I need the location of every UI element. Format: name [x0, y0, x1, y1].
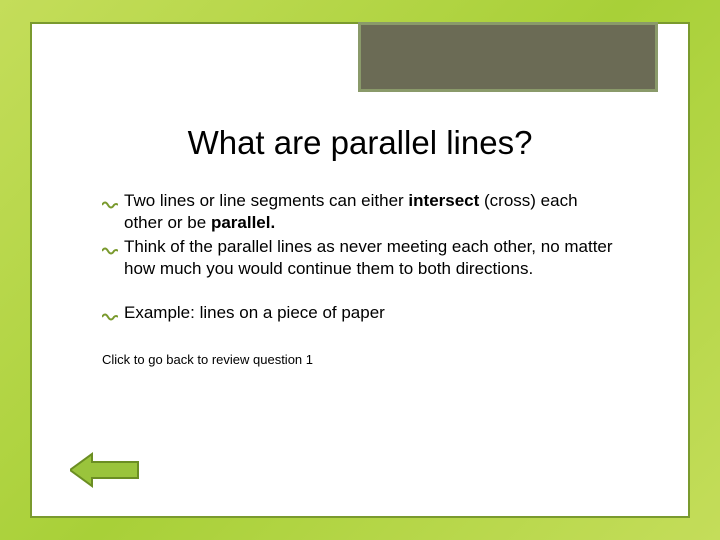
back-arrow-button[interactable]: [70, 452, 140, 488]
arrow-left-icon: [70, 452, 140, 488]
bullet-list: Two lines or line segments can either in…: [102, 190, 618, 324]
wave-bullet-icon: [102, 306, 118, 318]
bullet-text: Two lines or line segments can either in…: [124, 191, 578, 232]
back-link-text[interactable]: Click to go back to review question 1: [102, 352, 618, 367]
slide-title: What are parallel lines?: [102, 124, 618, 162]
wave-bullet-icon: [102, 194, 118, 206]
wave-bullet-icon: [102, 240, 118, 252]
bullet-text: Example: lines on a piece of paper: [124, 303, 385, 322]
title-placeholder-box: [358, 22, 658, 92]
bullet-item: Two lines or line segments can either in…: [102, 190, 618, 234]
slide-frame: What are parallel lines? Two lines or li…: [30, 22, 690, 518]
content-area: What are parallel lines? Two lines or li…: [102, 124, 618, 367]
bullet-item: Think of the parallel lines as never mee…: [102, 236, 618, 280]
bullet-item: Example: lines on a piece of paper: [102, 302, 618, 324]
bullet-text: Think of the parallel lines as never mee…: [124, 237, 613, 278]
